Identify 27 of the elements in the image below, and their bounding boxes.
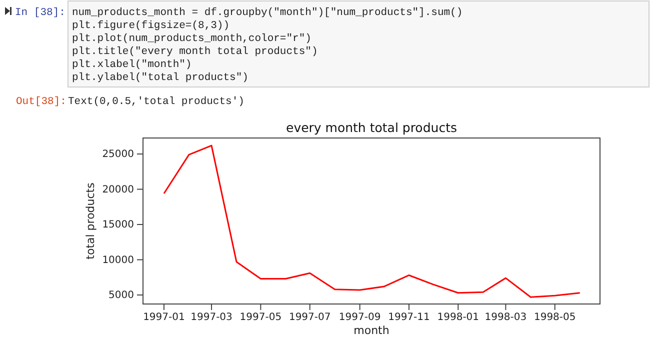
- y-tick-label: 10000: [102, 254, 134, 266]
- x-tick-label: 1997-01: [143, 312, 185, 324]
- x-tick-label: 1997-05: [240, 312, 282, 324]
- text: num_products_month = df.groupby("month")["num_products"].sum(): [72, 7, 463, 19]
- text: plt.title("every month total products"): [72, 46, 318, 58]
- chart-title: every month total products: [286, 120, 457, 135]
- x-tick-label: 1997-09: [338, 312, 381, 324]
- text: plt.xlabel("month"): [72, 59, 192, 71]
- x-tick-label: 1998-01: [437, 312, 480, 324]
- x-tick-label: 1997-03: [190, 312, 232, 324]
- y-tick-label: 20000: [102, 184, 134, 196]
- text: Text(0,0.5,'total products'): [68, 96, 244, 108]
- x-axis-title: month: [354, 324, 390, 337]
- text: plt.figure(figsize=(8,3)): [72, 20, 230, 32]
- line-series: [163, 144, 581, 298]
- x-tick-label: 1998-03: [484, 312, 527, 324]
- y-tick-label: 25000: [102, 149, 134, 160]
- x-tick-label: 1997-07: [288, 312, 331, 324]
- text: Out[38]:: [16, 96, 66, 108]
- y-tick-label: 15000: [102, 220, 134, 231]
- x-tick-label: 1997-11: [388, 312, 430, 324]
- text: plt.ylabel("total products"): [72, 72, 248, 84]
- text: In [38]:: [15, 7, 66, 19]
- text: plt.plot(num_products_month,color="r"): [72, 33, 312, 45]
- x-tick-label: 1998-05: [534, 312, 576, 324]
- y-axis-title: total products: [84, 182, 97, 260]
- y-tick-label: 5000: [108, 290, 134, 302]
